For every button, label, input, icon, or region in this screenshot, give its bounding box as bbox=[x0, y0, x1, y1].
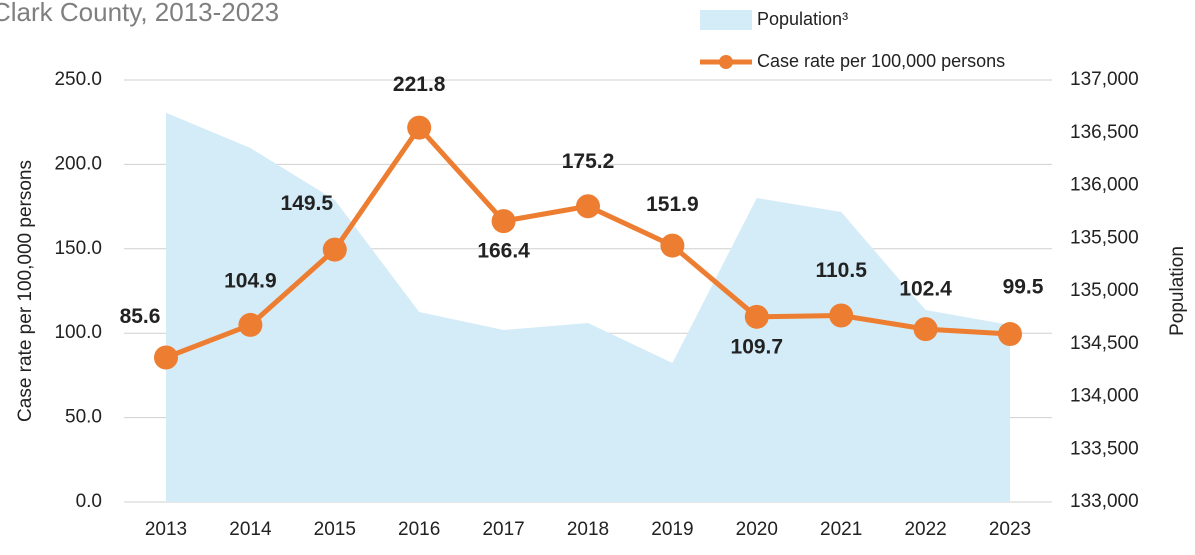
y-tick-label: 200.0 bbox=[54, 153, 102, 174]
x-tick-label: 2017 bbox=[482, 519, 524, 540]
case-rate-marker bbox=[576, 194, 600, 219]
case-rate-marker bbox=[322, 237, 347, 262]
y2-tick-label: 133,000 bbox=[1070, 491, 1139, 512]
legend-label: Population³ bbox=[757, 9, 848, 29]
x-tick-label: 2023 bbox=[989, 519, 1031, 540]
case-rate-marker bbox=[491, 209, 516, 234]
y-axis-label: Case rate per 100,000 persons bbox=[15, 160, 36, 422]
y-tick-label: 50.0 bbox=[65, 407, 102, 428]
y2-tick-label: 133,500 bbox=[1070, 438, 1139, 459]
data-label: 166.4 bbox=[477, 240, 530, 263]
case-rate-marker bbox=[660, 233, 685, 258]
legend-label: Case rate per 100,000 persons bbox=[757, 51, 1005, 71]
x-tick-label: 2021 bbox=[820, 519, 862, 540]
y2-tick-label: 135,500 bbox=[1070, 227, 1139, 248]
x-tick-label: 2016 bbox=[398, 519, 440, 540]
case-rate-marker bbox=[407, 115, 432, 140]
x-tick-label: 2022 bbox=[904, 519, 946, 540]
population-area bbox=[166, 112, 1010, 502]
y-tick-label: 150.0 bbox=[54, 238, 102, 259]
data-label: 149.5 bbox=[281, 192, 334, 215]
legend-swatch bbox=[700, 10, 752, 30]
data-label: 85.6 bbox=[120, 305, 161, 328]
case-rate-marker bbox=[829, 303, 854, 328]
case-rate-marker bbox=[744, 304, 769, 329]
data-label: 104.9 bbox=[224, 269, 277, 292]
y2-tick-label: 136,000 bbox=[1070, 175, 1139, 196]
data-label: 102.4 bbox=[899, 278, 952, 301]
x-tick-label: 2020 bbox=[736, 519, 778, 540]
y-tick-label: 250.0 bbox=[54, 69, 102, 90]
y2-tick-label: 134,000 bbox=[1070, 386, 1139, 407]
case-rate-marker bbox=[998, 322, 1022, 347]
x-tick-label: 2019 bbox=[651, 519, 693, 540]
y2-tick-label: 134,500 bbox=[1070, 333, 1139, 354]
data-label: 175.2 bbox=[562, 150, 615, 173]
x-tick-label: 2014 bbox=[229, 519, 272, 540]
data-label: 221.8 bbox=[393, 73, 446, 96]
y2-axis-label: Population bbox=[1167, 246, 1188, 336]
y2-tick-label: 136,500 bbox=[1070, 122, 1139, 143]
y-tick-label: 100.0 bbox=[54, 322, 102, 343]
case-rate-marker bbox=[913, 317, 938, 342]
x-tick-label: 2018 bbox=[567, 519, 609, 540]
y2-tick-label: 137,000 bbox=[1070, 69, 1139, 90]
y2-tick-label: 135,000 bbox=[1070, 280, 1139, 301]
x-tick-label: 2015 bbox=[314, 519, 356, 540]
y-tick-label: 0.0 bbox=[76, 491, 102, 512]
case-rate-marker bbox=[154, 345, 178, 370]
data-label: 99.5 bbox=[1003, 276, 1044, 299]
data-label: 151.9 bbox=[646, 193, 699, 216]
x-tick-label: 2013 bbox=[145, 519, 187, 540]
chart-title: Clark County, 2013-2023 bbox=[0, 0, 279, 27]
data-label: 109.7 bbox=[731, 335, 784, 358]
data-label: 110.5 bbox=[815, 259, 867, 282]
case-rate-marker bbox=[238, 312, 263, 337]
legend-marker bbox=[719, 55, 733, 69]
